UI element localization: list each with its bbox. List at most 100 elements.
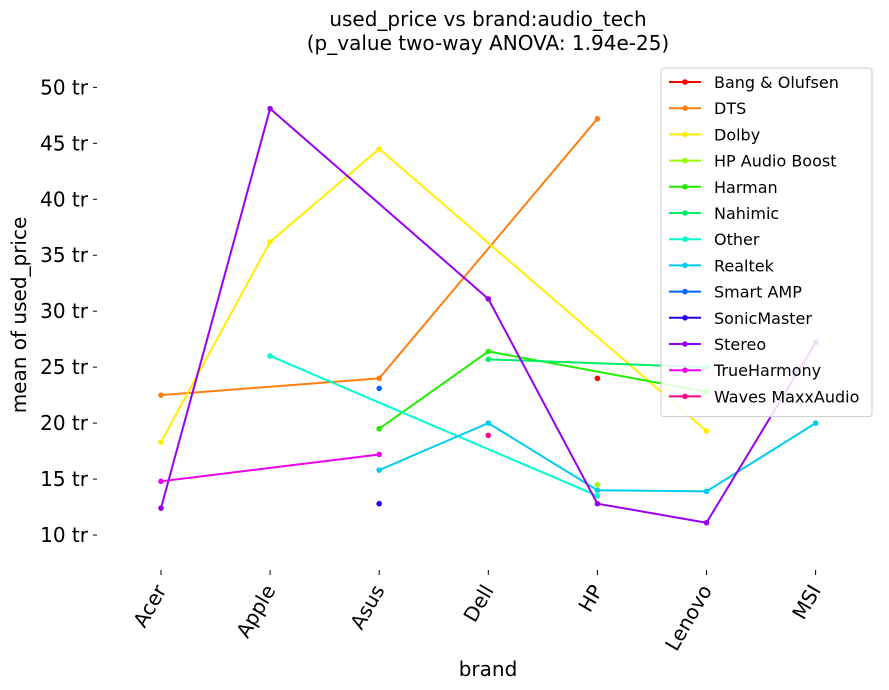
legend-swatch-marker bbox=[682, 262, 688, 269]
legend-swatch-marker bbox=[682, 210, 688, 216]
data-point bbox=[485, 296, 492, 302]
x-tick-label: Lenovo bbox=[660, 581, 717, 655]
data-point bbox=[376, 451, 383, 458]
y-tick-label: 50 tr bbox=[40, 75, 89, 99]
legend-label: Realtek bbox=[714, 256, 775, 275]
x-tick-label: HP bbox=[573, 581, 607, 616]
x-tick-label: Apple bbox=[231, 581, 280, 642]
series-dts bbox=[158, 115, 601, 398]
series-line bbox=[160, 147, 708, 443]
data-point bbox=[158, 478, 164, 485]
legend-label: Stereo bbox=[714, 335, 766, 354]
legend-item: Nahimic bbox=[669, 204, 779, 223]
legend-item: SonicMaster bbox=[669, 309, 812, 328]
chart-title-line1: used_price vs brand:audio_tech bbox=[329, 7, 646, 31]
data-point bbox=[376, 375, 383, 382]
data-point bbox=[703, 519, 710, 526]
y-tick-label: 25 tr bbox=[40, 355, 89, 379]
data-point bbox=[594, 500, 601, 507]
legend-label: Bang & Olufsen bbox=[714, 73, 839, 92]
series-line bbox=[160, 106, 817, 524]
series-line bbox=[160, 118, 599, 397]
legend-swatch-marker bbox=[682, 236, 688, 242]
y-tick-label: 35 tr bbox=[40, 243, 89, 267]
legend-label: TrueHarmony bbox=[713, 361, 821, 380]
legend-item: Waves MaxxAudio bbox=[669, 387, 859, 406]
series-line bbox=[378, 421, 817, 493]
data-point bbox=[158, 505, 164, 511]
legend-swatch-marker bbox=[682, 367, 688, 374]
legend-item: Dolby bbox=[669, 125, 760, 144]
x-tick-label: Acer bbox=[128, 580, 172, 632]
y-tick-label: 30 tr bbox=[40, 299, 89, 323]
legend-item: HP Audio Boost bbox=[669, 152, 837, 171]
data-point bbox=[703, 488, 710, 495]
x-tick-label: MSI bbox=[787, 581, 826, 624]
x-tick-label: Asus bbox=[345, 581, 389, 634]
legend-swatch-marker bbox=[682, 315, 688, 321]
legend-item: Bang & Olufsen bbox=[669, 73, 839, 92]
data-point bbox=[267, 105, 273, 112]
legend-swatch-marker bbox=[682, 393, 688, 400]
series-sonicmaster bbox=[376, 500, 383, 507]
y-tick-label: 15 tr bbox=[40, 467, 89, 491]
legend-swatch-marker bbox=[682, 184, 688, 190]
plot-area bbox=[158, 105, 819, 526]
legend-label: Other bbox=[714, 230, 760, 249]
series-line bbox=[160, 453, 380, 483]
data-point bbox=[267, 239, 273, 245]
legend-swatch-marker bbox=[682, 288, 688, 295]
series-trueharmony bbox=[158, 451, 383, 485]
data-point bbox=[485, 432, 492, 439]
legend-swatch-marker bbox=[682, 105, 688, 111]
chart-title-line2: (p_value two-way ANOVA: 1.94e-25) bbox=[307, 31, 669, 55]
legend-label: Waves MaxxAudio bbox=[714, 387, 859, 406]
legend-swatch-marker bbox=[682, 79, 688, 85]
legend-label: Smart AMP bbox=[714, 283, 802, 302]
data-point bbox=[594, 115, 601, 122]
series-smart-amp bbox=[376, 385, 383, 392]
legend-label: HP Audio Boost bbox=[714, 152, 837, 171]
data-point bbox=[376, 385, 383, 392]
legend-item: Stereo bbox=[669, 335, 766, 354]
legend-item: Harman bbox=[669, 178, 778, 197]
y-tick-label: 45 tr bbox=[40, 131, 89, 155]
legend-item: Other bbox=[669, 230, 760, 249]
legend-label: SonicMaster bbox=[714, 309, 812, 328]
legend-label: Nahimic bbox=[714, 204, 779, 223]
data-point bbox=[594, 493, 601, 499]
legend-label: Dolby bbox=[714, 125, 760, 144]
legend-frame bbox=[660, 67, 873, 418]
legend: Bang & Olufsen DTS Dolby HP Audio Boost Harm… bbox=[660, 67, 873, 418]
series-dolby bbox=[158, 146, 710, 445]
data-point bbox=[376, 425, 383, 432]
data-point bbox=[158, 439, 164, 445]
data-point bbox=[594, 487, 601, 494]
data-point bbox=[812, 420, 819, 426]
y-tick-label: 20 tr bbox=[40, 411, 89, 435]
series-realtek bbox=[376, 420, 819, 495]
legend-item: Smart AMP bbox=[669, 283, 802, 302]
y-axis-label: mean of used_price bbox=[7, 217, 31, 414]
x-axis-label: brand bbox=[459, 657, 518, 681]
legend-swatch-marker bbox=[682, 341, 688, 347]
legend-item: DTS bbox=[669, 99, 746, 118]
legend-swatch-marker bbox=[682, 131, 688, 138]
legend-item: Realtek bbox=[669, 256, 775, 275]
legend-label: DTS bbox=[714, 99, 746, 118]
series-bang-olufsen bbox=[594, 375, 601, 382]
data-point bbox=[485, 420, 492, 426]
data-point bbox=[376, 146, 383, 152]
y-axis: 10 tr 15 tr 20 tr 25 tr 30 tr 35 tr 40 tr 45 tr… bbox=[40, 75, 97, 547]
legend-label: Harman bbox=[714, 178, 778, 197]
series-hp-audio-boost bbox=[594, 481, 601, 488]
data-point bbox=[158, 392, 164, 398]
x-tick-label: Dell bbox=[458, 581, 498, 627]
data-point bbox=[485, 356, 492, 363]
series-line bbox=[378, 350, 707, 430]
y-tick-label: 10 tr bbox=[40, 523, 89, 547]
legend-swatch-marker bbox=[682, 157, 688, 164]
x-axis: Acer Apple Asus Dell HP Lenovo MSI bbox=[128, 570, 826, 655]
data-point bbox=[485, 348, 492, 355]
